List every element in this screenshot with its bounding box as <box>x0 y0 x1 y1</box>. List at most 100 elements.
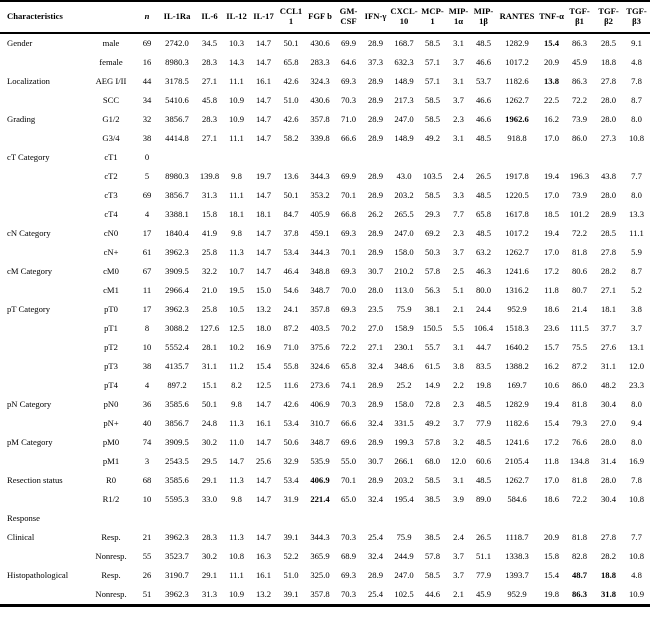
subcategory-cell: cT4 <box>104 208 118 219</box>
value-cell: 53.4 <box>283 246 299 257</box>
value-cell: 134.8 <box>569 455 590 466</box>
table-row: Clinical Resp. 21 3962.3 28.3 11.3 14.7 39.1 344… <box>0 528 650 547</box>
value-cell: 28.3 <box>201 113 218 124</box>
group-cell <box>0 91 86 110</box>
value-cell: 37.7 <box>600 322 617 333</box>
value-cell: 14.7 <box>255 94 272 105</box>
value-cell: 38.5 <box>424 531 441 542</box>
value-cell: 10.9 <box>628 588 645 599</box>
value-cell: 221.4 <box>310 493 330 504</box>
value-cell: 46.3 <box>475 265 492 276</box>
value-cell: 244.9 <box>394 550 414 561</box>
value-cell: 3.9 <box>453 493 464 504</box>
n-cell: 4 <box>144 379 150 390</box>
value-cell: 25.6 <box>255 455 272 466</box>
value-cell: 70.3 <box>340 398 357 409</box>
value-cell: 12.0 <box>450 455 467 466</box>
group-cell <box>0 547 86 566</box>
value-cell: 339.8 <box>310 132 330 143</box>
column-header: TGF-β3 <box>623 1 650 34</box>
value-cell: 28.9 <box>367 189 384 200</box>
group-cell: pT Category <box>7 303 51 314</box>
value-cell: 70.1 <box>340 474 357 485</box>
value-cell <box>471 148 496 167</box>
value-cell: 72.2 <box>571 493 588 504</box>
value-cell: 15.4 <box>255 360 272 371</box>
value-cell: 58.5 <box>424 94 441 105</box>
subcategory-cell: Nonresp. <box>95 588 127 599</box>
value-cell: 53.4 <box>283 474 299 485</box>
value-cell: 4135.7 <box>165 360 189 371</box>
value-cell: 49.2 <box>424 417 441 428</box>
value-cell: 2.1 <box>453 303 464 314</box>
value-cell: 8.0 <box>631 436 642 447</box>
value-cell <box>446 509 471 528</box>
value-cell: 406.9 <box>310 398 330 409</box>
value-cell: 46.6 <box>475 94 492 105</box>
value-cell: 17.0 <box>543 132 560 143</box>
value-cell: 28.9 <box>600 208 617 219</box>
value-cell: 283.3 <box>310 56 330 67</box>
value-cell: 15.4 <box>543 417 560 428</box>
value-cell: 3190.7 <box>165 569 189 580</box>
value-cell: 10.6 <box>543 379 560 390</box>
value-cell: 60.6 <box>475 455 492 466</box>
subcategory-cell: R1/2 <box>102 493 120 504</box>
n-cell: 38 <box>142 360 152 371</box>
value-cell: 10.3 <box>228 37 245 48</box>
column-header: GM-CSF <box>335 1 362 34</box>
value-cell: 28.9 <box>367 94 384 105</box>
value-cell: 70.0 <box>340 284 357 295</box>
value-cell: 11.8 <box>544 455 559 466</box>
n-cell: 10 <box>142 493 152 504</box>
value-cell: 158.0 <box>394 246 414 257</box>
table-row: pN+ 40 3856.7 24.8 11.3 16.1 53.4 310.7 66.6 32.4… <box>0 414 650 433</box>
value-cell: 26.5 <box>475 170 492 181</box>
value-cell: 30.4 <box>600 398 617 409</box>
group-cell: Gender <box>7 37 33 48</box>
value-cell: 18.5 <box>543 208 560 219</box>
value-cell: 103.5 <box>422 170 443 181</box>
value-cell: 49.2 <box>424 132 441 143</box>
value-cell: 10.2 <box>228 341 245 352</box>
value-cell <box>496 509 538 528</box>
subcategory-cell: cT1 <box>104 151 118 162</box>
value-cell: 69.9 <box>340 170 357 181</box>
value-cell: 9.8 <box>231 398 242 409</box>
value-cell <box>538 148 565 167</box>
table-row: Resection status R0 68 3585.6 29.1 11.3 14.7 53… <box>0 471 650 490</box>
value-cell: 4.8 <box>631 569 642 580</box>
value-cell: 21.0 <box>201 284 218 295</box>
value-cell: 73.9 <box>571 113 588 124</box>
value-cell: 48.7 <box>571 569 588 580</box>
value-cell: 19.8 <box>543 588 560 599</box>
value-cell <box>496 148 538 167</box>
value-cell: 3.8 <box>631 303 642 314</box>
value-cell: 13.2 <box>255 588 272 599</box>
value-cell: 86.0 <box>571 132 588 143</box>
value-cell: 55.0 <box>340 455 357 466</box>
value-cell: 55.7 <box>424 341 441 352</box>
table-row: Histopathological Resp. 26 3190.7 29.1 11.1 16… <box>0 566 650 585</box>
group-cell: cN Category <box>7 227 51 238</box>
column-header: IL-1Ra <box>158 1 196 34</box>
group-cell <box>0 167 86 186</box>
value-cell: 15.8 <box>201 208 218 219</box>
value-cell <box>471 509 496 528</box>
value-cell: 68.9 <box>340 550 357 561</box>
value-cell: 2.3 <box>453 113 464 124</box>
value-cell: 2966.4 <box>165 284 189 295</box>
value-cell: 8.7 <box>631 94 642 105</box>
value-cell: 348.7 <box>310 284 330 295</box>
value-cell: 58.5 <box>424 474 441 485</box>
value-cell: 70.2 <box>340 322 357 333</box>
column-header: MCP-1 <box>419 1 446 34</box>
value-cell: 54.6 <box>283 284 299 295</box>
value-cell: 3909.5 <box>165 265 189 276</box>
group-cell: pM Category <box>7 436 53 447</box>
table-row: Gender male 69 2742.0 34.5 10.3 14.7 50.1 430.6 6… <box>0 33 650 53</box>
value-cell: 16.1 <box>255 569 272 580</box>
value-cell: 18.6 <box>543 493 560 504</box>
value-cell: 18.8 <box>600 569 617 580</box>
value-cell: 14.7 <box>255 531 272 542</box>
